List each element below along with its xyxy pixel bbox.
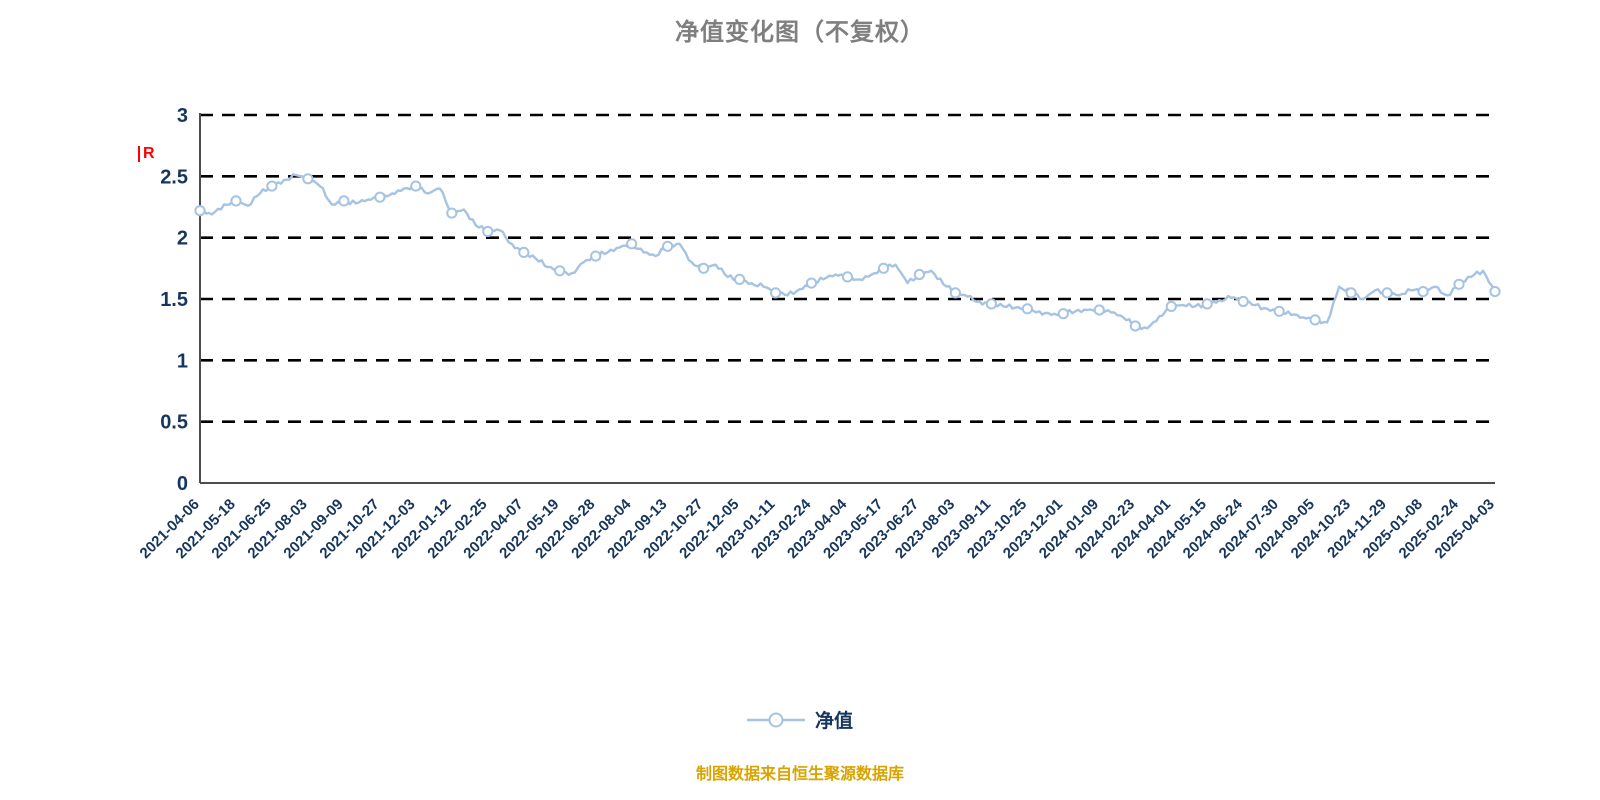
y-tick-label: 1.5 (160, 289, 188, 311)
y-tick-label: 1 (177, 350, 188, 372)
netvalue-marker (1309, 314, 1321, 326)
netvalue-marker (1417, 286, 1429, 298)
netvalue-marker (1273, 305, 1285, 317)
netvalue-marker (518, 246, 530, 258)
netvalue-marker (698, 262, 710, 274)
chart-canvas: 00.511.522.532021-04-062021-05-182021-06… (137, 105, 1501, 562)
netvalue-marker (194, 205, 206, 217)
netvalue-marker (841, 271, 854, 283)
netvalue-marker (1165, 300, 1177, 312)
y-tick-label: 2.5 (160, 166, 188, 188)
netvalue-marker (949, 287, 962, 299)
netvalue-marker (662, 240, 674, 252)
legend-label: 净值 (814, 711, 853, 732)
data-source-caption: 制图数据来自恒生聚源数据库 (695, 766, 904, 783)
chart-title: 净值变化图（不复权） (675, 19, 925, 46)
netvalue-marker (266, 180, 278, 192)
y-tick-label: 2 (177, 228, 188, 250)
netvalue-marker (1381, 287, 1393, 299)
netvalue-marker (626, 238, 638, 250)
netvalue-marker (1093, 304, 1105, 316)
y-tick-label: 0 (177, 473, 188, 495)
netvalue-marker (446, 207, 458, 219)
netvalue-marker (1237, 295, 1249, 308)
y-tick-label: 0.5 (160, 412, 188, 434)
netvalue-marker (877, 262, 890, 274)
netvalue-marker (805, 277, 818, 289)
netvalue-marker (1345, 287, 1357, 299)
netvalue-marker (482, 225, 494, 238)
netvalue-marker (985, 298, 998, 310)
netvalue-marker (302, 173, 314, 185)
legend-circle (768, 712, 784, 727)
netvalue-legend-marker-icon (746, 712, 805, 727)
legend: 净值 (0, 706, 1600, 733)
netvalue-marker (338, 195, 350, 207)
netvalue-marker (410, 180, 422, 192)
netvalue-marker (770, 287, 782, 299)
netvalue-marker (1057, 308, 1069, 320)
netvalue-marker (1489, 286, 1501, 298)
netvalue-marker (1201, 298, 1213, 310)
netvalue-marker (1021, 303, 1034, 315)
netvalue-marker (1453, 278, 1465, 290)
netvalue-marker (230, 195, 242, 207)
netvalue-marker (734, 273, 746, 285)
netvalue-marker (374, 191, 386, 203)
netvalue-marker (913, 268, 926, 281)
y-tick-label: 3 (177, 105, 188, 127)
netvalue-line (198, 173, 1497, 331)
netvalue-marker (554, 265, 566, 277)
netvalue-marker (1129, 320, 1141, 332)
y-axis-unit-label: R (138, 146, 155, 162)
netvalue-marker (590, 250, 602, 262)
